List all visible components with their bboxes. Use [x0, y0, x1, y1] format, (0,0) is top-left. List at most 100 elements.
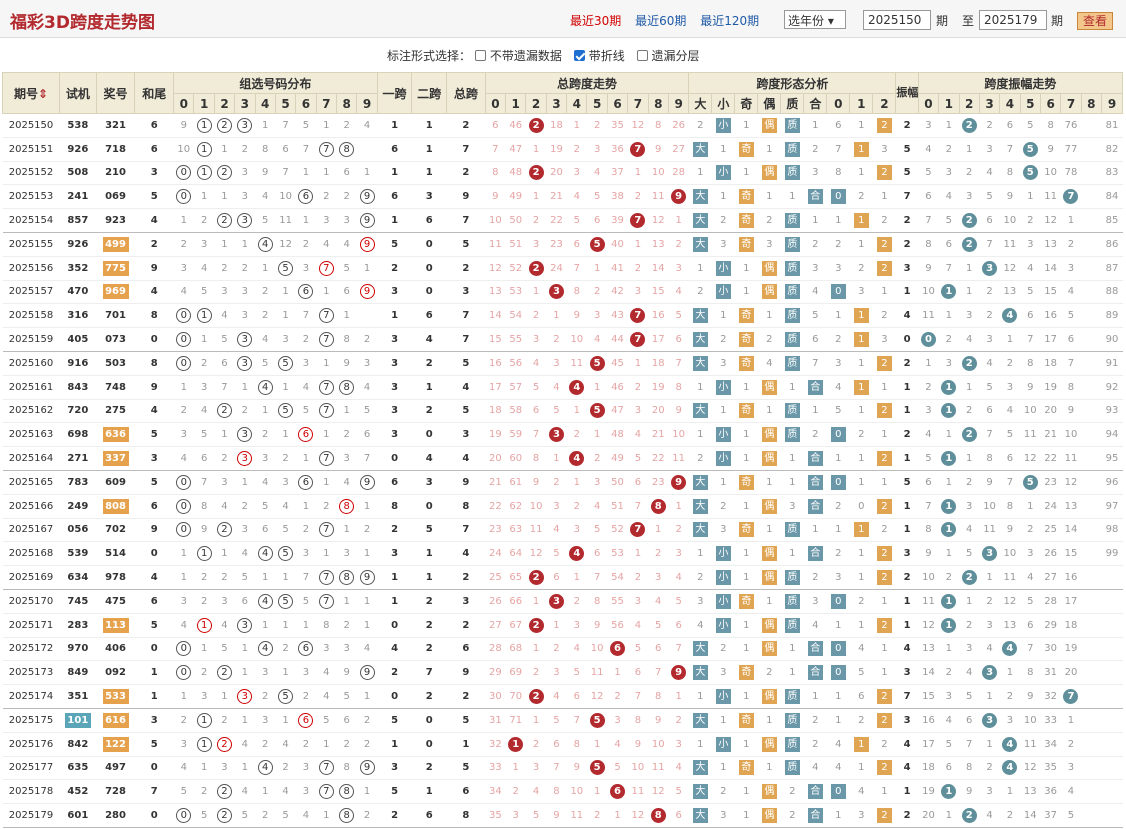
- checkbox-icon[interactable]: [474, 50, 486, 61]
- cell-zongkua: 2: [446, 256, 486, 281]
- cell-kuadu-4: 4: [566, 541, 587, 567]
- cell-zhenfu-6: 30: [1040, 637, 1061, 662]
- cell-zuxuan-9: 2: [356, 732, 378, 757]
- link-recent-60[interactable]: 最近60期: [635, 14, 687, 28]
- cell-zhenfu-9: 87: [1101, 256, 1123, 281]
- option-layer[interactable]: 遗漏分层: [636, 47, 700, 64]
- cell-zhenfu-0: 3: [918, 113, 939, 138]
- cell-zuxuan-4: 2: [255, 732, 276, 757]
- cell-hewei: 9: [134, 256, 174, 281]
- cell-erkua: 6: [411, 803, 447, 828]
- cell-zhenfu-6: 27: [1040, 565, 1061, 590]
- checkbox-icon[interactable]: [636, 50, 648, 61]
- kuadu-digit-header: 6: [606, 93, 629, 114]
- cell-hewei: 0: [134, 803, 174, 828]
- cell-xingtai-2: 1: [734, 732, 758, 757]
- cell-zhenfu-3: 4: [979, 803, 1000, 828]
- cell-zhenfu-6: 15: [1040, 280, 1061, 305]
- link-recent-120[interactable]: 最近120期: [700, 14, 760, 28]
- table-row: 2025168 539 514 0 1 1 1 4 4 5 3 1 3 1 3 1 4 24 64 12 5 4 6 53 1 2…: [2, 541, 1123, 567]
- cell-xingtai-5: 合: [803, 470, 827, 495]
- year-select[interactable]: 选年份 ▾: [784, 10, 846, 29]
- cell-kuadu-1: 67: [505, 613, 526, 638]
- cell-zhenfu-1: 1: [938, 422, 960, 448]
- cell-zuxuan-9: 9: [356, 184, 378, 210]
- cell-zhenfu-4: 7: [999, 470, 1021, 495]
- cell-zhenfu-0: 9: [918, 541, 939, 567]
- cell-xingtai-4: 1: [780, 660, 804, 686]
- cell-zhenfu-2: 2: [959, 399, 980, 424]
- cell-zhenfu-2: 2: [959, 422, 980, 448]
- cell-zuxuan-1: 8: [193, 494, 215, 519]
- query-button[interactable]: 查看: [1077, 12, 1113, 30]
- cell-zhenfu-9: [1101, 684, 1123, 709]
- cell-xingtai-8: 1: [872, 184, 896, 210]
- cell-hewei: 9: [134, 518, 174, 543]
- cell-zhenfu-9: 88: [1101, 280, 1123, 305]
- cell-xingtai-1: 小: [711, 565, 735, 590]
- cell-zhenfu-9: [1101, 779, 1123, 805]
- table-row: 2025163 698 636 5 3 5 1 3 2 1 6 1 2 6 3 0 3 19 59 7 3 2 1 48 4 21…: [2, 422, 1123, 448]
- cell-zhenfu-2: 1: [959, 446, 980, 471]
- cell-zhenfu-8: [1081, 637, 1102, 662]
- from-issue-input[interactable]: 2025150: [863, 10, 931, 30]
- cell-hewei: 6: [134, 494, 174, 519]
- col-qihao[interactable]: 期号⇕: [1, 72, 61, 114]
- cell-xingtai-1: 1: [711, 756, 735, 781]
- to-issue-input[interactable]: 2025179: [979, 10, 1047, 30]
- cell-zhenfu-8: [1081, 518, 1102, 543]
- cell-xingtai-5: 2: [803, 137, 827, 162]
- cell-erkua: 2: [411, 351, 447, 376]
- cell-kuadu-6: 4: [607, 732, 628, 757]
- cell-hewei: 9: [134, 375, 174, 400]
- cell-kuadu-7: 2: [627, 184, 649, 210]
- table-row: 2025164 271 337 3 4 6 2 3 3 2 1 7 3 7 0 4 4 20 60 8 1 4 2 49 5 22…: [2, 446, 1123, 471]
- option-no-miss[interactable]: 不带遗漏数据: [474, 47, 562, 64]
- cell-zongkua: 5: [446, 399, 486, 424]
- cell-kuadu-5: 11: [586, 660, 608, 686]
- cell-xingtai-2: 奇: [734, 708, 758, 733]
- cell-kuadu-9: 7: [668, 637, 689, 662]
- cell-kuadu-8: 20: [648, 399, 669, 424]
- cell-kuadu-3: 7: [546, 756, 567, 781]
- link-recent-30[interactable]: 最近30期: [570, 14, 622, 28]
- cell-zhenfu: 1: [895, 494, 919, 519]
- cell-zuxuan-8: 8: [336, 565, 357, 590]
- cell-xingtai-0: 大: [688, 208, 712, 233]
- cell-zhenfu-7: 16: [1060, 565, 1082, 590]
- zhenfu-digit-header: 9: [1101, 93, 1123, 114]
- cell-jianghao: 122: [96, 732, 135, 757]
- cell-zuxuan-2: 2: [214, 446, 235, 471]
- kuadu-digit-header: 7: [627, 93, 649, 114]
- cell-zuxuan-1: 3: [193, 684, 215, 709]
- cell-zhenfu-8: [1081, 137, 1102, 162]
- cell-xingtai-3: 4: [757, 351, 781, 376]
- cell-zongkua: 2: [446, 684, 486, 709]
- cell-zongkua: 1: [446, 732, 486, 757]
- cell-zuxuan-4: 5: [255, 208, 276, 233]
- cell-issue: 2025162: [2, 399, 60, 424]
- cell-kuadu-2: 2: [525, 161, 547, 186]
- cell-kuadu-7: 7: [627, 208, 649, 233]
- cell-zhenfu-5: 5: [1020, 280, 1041, 305]
- checkbox-checked-icon[interactable]: [573, 50, 585, 61]
- cell-kuadu-2: 2: [525, 565, 547, 590]
- cell-zhenfu-8: [1081, 470, 1102, 495]
- kuadu-digit-header: 9: [667, 93, 690, 114]
- cell-zuxuan-0: 3: [173, 422, 194, 448]
- cell-jianghao: 503: [96, 351, 135, 376]
- kuadu-digit-header: 2: [525, 93, 547, 114]
- table-row: 2025171 283 113 5 4 1 4 3 1 1 1 8 2 1 0 2 2 27 67 2 1 3 9 56 4 5 6…: [2, 613, 1123, 638]
- cell-zhenfu-5: 5: [1020, 113, 1041, 138]
- cell-zuxuan-5: 1: [275, 613, 296, 638]
- cell-issue: 2025176: [2, 732, 60, 757]
- cell-zuxuan-8: 1: [336, 303, 357, 329]
- option-line[interactable]: 带折线: [573, 47, 625, 64]
- cell-zhenfu-3: 1: [979, 732, 1000, 757]
- cell-zhenfu-9: 90: [1101, 327, 1123, 352]
- cell-zhenfu-0: 10: [918, 565, 939, 590]
- cell-kuadu-8: 18: [648, 351, 669, 376]
- cell-xingtai-4: 1: [780, 541, 804, 567]
- cell-kuadu-9: 2: [668, 708, 689, 733]
- cell-kuadu-9: 6: [668, 803, 689, 828]
